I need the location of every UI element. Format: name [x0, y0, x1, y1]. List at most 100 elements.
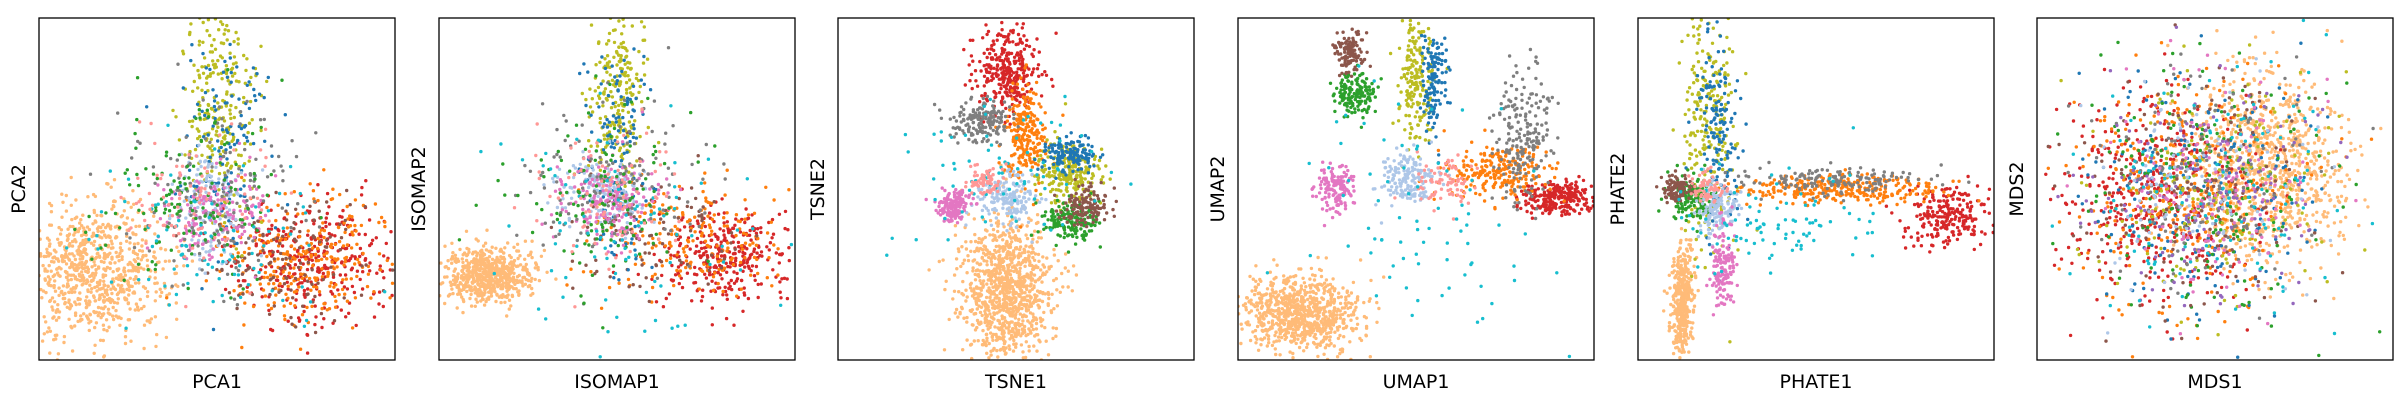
point-cluster-5	[612, 55, 616, 59]
point-cluster-4	[318, 240, 322, 244]
point-cluster-3	[247, 246, 251, 251]
point-cluster-1	[92, 295, 96, 300]
point-cluster-6	[283, 113, 287, 117]
point-cluster-2	[324, 224, 328, 229]
point-cluster-2	[340, 215, 344, 219]
point-cluster-2	[676, 265, 681, 269]
point-cluster-12	[263, 127, 268, 131]
point-cluster-10	[622, 172, 626, 176]
point-cluster-6	[236, 138, 240, 143]
point-cluster-1	[472, 257, 476, 261]
point-cluster-6	[229, 70, 233, 75]
point-cluster-1	[96, 313, 100, 318]
point-cluster-2	[759, 230, 763, 235]
point-cluster-3	[684, 259, 689, 263]
point-cluster-2	[293, 263, 298, 267]
point-cluster-10	[574, 214, 578, 218]
point-cluster-10	[628, 221, 633, 226]
point-cluster-2	[704, 250, 708, 254]
point-cluster-3	[278, 282, 282, 286]
point-cluster-1	[43, 267, 47, 271]
point-cluster-1	[64, 252, 68, 256]
point-cluster-6	[204, 66, 208, 70]
point-cluster-10	[608, 82, 612, 87]
point-cluster-2	[777, 261, 781, 265]
point-cluster-2	[678, 241, 683, 246]
point-cluster-1	[86, 270, 91, 274]
point-cluster-1	[45, 247, 49, 251]
point-cluster-1	[480, 262, 484, 266]
point-cluster-4	[261, 234, 265, 238]
point-cluster-6	[634, 96, 638, 101]
point-cluster-4	[220, 267, 224, 272]
point-cluster-1	[67, 252, 72, 256]
point-cluster-5	[250, 118, 254, 122]
point-cluster-1	[485, 274, 490, 279]
point-cluster-10	[600, 223, 604, 227]
point-cluster-3	[319, 228, 324, 232]
point-cluster-3	[660, 264, 664, 268]
point-cluster-6	[220, 128, 225, 132]
point-cluster-2	[719, 254, 724, 258]
point-cluster-6	[237, 124, 241, 129]
point-cluster-12	[560, 193, 565, 198]
point-cluster-1	[445, 275, 449, 279]
point-cluster-2	[654, 300, 659, 304]
point-cluster-2	[664, 296, 668, 301]
point-cluster-1	[64, 262, 69, 266]
point-cluster-4	[272, 304, 276, 308]
point-cluster-1	[52, 338, 56, 342]
point-cluster-1	[87, 303, 91, 307]
point-cluster-1	[84, 237, 88, 242]
point-cluster-12	[595, 141, 599, 145]
point-cluster-2	[718, 273, 723, 277]
point-cluster-9	[606, 204, 610, 208]
point-cluster-5	[242, 95, 246, 100]
point-cluster-11	[213, 147, 217, 151]
point-cluster-10	[641, 187, 645, 191]
point-cluster-3	[296, 277, 301, 281]
point-cluster-5	[621, 18, 625, 21]
point-cluster-8	[595, 232, 599, 236]
point-cluster-2	[721, 293, 725, 297]
point-cluster-8	[224, 226, 229, 230]
point-cluster-10	[135, 117, 139, 122]
point-cluster-9	[217, 105, 222, 109]
point-cluster-4	[685, 204, 689, 209]
point-cluster-10	[603, 220, 608, 225]
point-cluster-3	[349, 246, 354, 250]
point-cluster-12	[548, 194, 552, 199]
point-cluster-2	[673, 273, 678, 277]
point-cluster-3	[693, 215, 697, 219]
point-cluster-8	[207, 253, 211, 257]
point-cluster-11	[288, 164, 293, 169]
point-cluster-3	[678, 269, 683, 273]
point-cluster-6	[629, 241, 633, 245]
point-cluster-6	[621, 128, 626, 133]
point-cluster-7	[571, 175, 576, 180]
point-cluster-1	[120, 257, 124, 262]
point-cluster-1	[503, 246, 507, 250]
point-cluster-11	[254, 205, 258, 209]
point-cluster-10	[265, 193, 269, 197]
point-cluster-2	[729, 278, 733, 283]
point-cluster-1	[503, 295, 507, 299]
point-cluster-10	[90, 257, 94, 261]
point-cluster-5	[236, 42, 240, 46]
point-cluster-10	[558, 213, 562, 217]
point-cluster-4	[644, 276, 648, 280]
point-cluster-5	[626, 110, 631, 115]
point-cluster-7	[216, 243, 220, 248]
point-cluster-1	[501, 266, 505, 270]
point-cluster-5	[612, 123, 617, 127]
point-cluster-9	[623, 165, 627, 169]
point-cluster-2	[267, 308, 271, 313]
point-cluster-1	[48, 242, 52, 246]
point-cluster-9	[281, 179, 285, 183]
point-cluster-1	[84, 261, 88, 265]
point-cluster-10	[252, 171, 256, 176]
point-cluster-1	[84, 299, 88, 303]
point-cluster-1	[135, 252, 140, 257]
point-cluster-3	[289, 244, 294, 248]
point-cluster-4	[243, 256, 247, 260]
